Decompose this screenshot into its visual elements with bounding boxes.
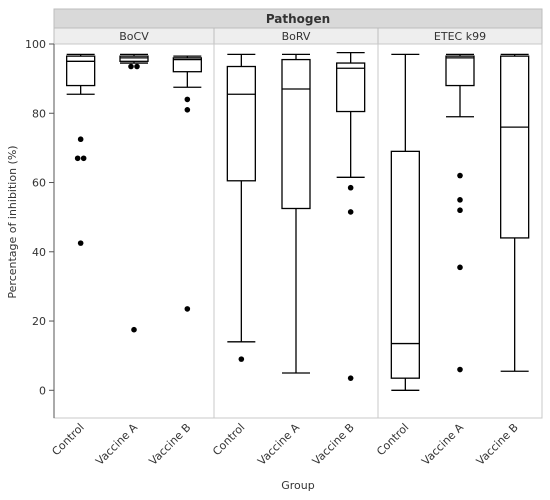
y-axis: 0 20 40 60 80 100	[25, 38, 55, 418]
box-iqr	[390, 150, 420, 379]
box-BoRV-2	[336, 52, 366, 381]
panel-title-1: BoRV	[282, 30, 311, 43]
x-axis-label: Group	[281, 479, 315, 492]
outlier-point	[134, 63, 140, 70]
box-iqr	[281, 58, 311, 210]
outlier-point	[347, 184, 354, 191]
outlier-point	[131, 326, 137, 333]
panel-frames	[53, 43, 543, 419]
y-tick-label: 80	[32, 107, 46, 120]
box-iqr	[336, 62, 366, 113]
box-BoCV-0	[66, 53, 96, 246]
outlier-point	[347, 375, 354, 381]
outlier-point	[74, 155, 81, 162]
box-BoRV-1	[281, 53, 311, 374]
y-tick-label: 100	[25, 38, 46, 51]
outlier-point	[457, 172, 463, 179]
outlier-point	[80, 155, 87, 162]
outlier-point	[77, 240, 84, 246]
box-ETEC-k99-1	[445, 53, 475, 373]
outlier-point	[184, 106, 191, 113]
panel-title-0: BoCV	[119, 30, 149, 43]
facet-title: Pathogen	[266, 12, 330, 26]
outlier-point	[457, 264, 463, 271]
box-ETEC-k99-0	[390, 53, 420, 391]
box-ETEC-k99-2	[500, 53, 530, 372]
box-BoCV-1	[119, 53, 149, 333]
y-tick-label: 40	[32, 246, 46, 259]
outlier-point	[184, 306, 191, 312]
outlier-point	[77, 136, 84, 143]
outlier-point	[238, 356, 245, 362]
box-BoRV-0	[226, 53, 256, 362]
box-iqr	[445, 55, 475, 87]
outlier-point	[457, 366, 463, 373]
y-tick-label: 0	[39, 384, 46, 397]
outlier-point	[184, 96, 191, 103]
outlier-point	[347, 209, 354, 215]
box-iqr	[226, 65, 256, 182]
box-iqr	[66, 55, 96, 87]
y-tick-label: 60	[32, 177, 46, 190]
panel-headers: BoCV BoRV ETEC k99	[53, 27, 543, 45]
outlier-point	[457, 197, 463, 203]
box-BoCV-2	[172, 55, 202, 312]
y-tick-label: 20	[32, 315, 46, 328]
panel-frame-2	[377, 43, 543, 419]
box-iqr	[119, 55, 149, 62]
y-axis-label: Percentage of inhibition (%)	[6, 145, 19, 298]
box-iqr	[500, 55, 530, 239]
panel-title-2: ETEC k99	[434, 30, 486, 43]
box-iqr	[172, 57, 202, 73]
outlier-point	[457, 207, 463, 214]
outlier-point	[128, 63, 134, 70]
boxplot-marks	[66, 52, 530, 391]
